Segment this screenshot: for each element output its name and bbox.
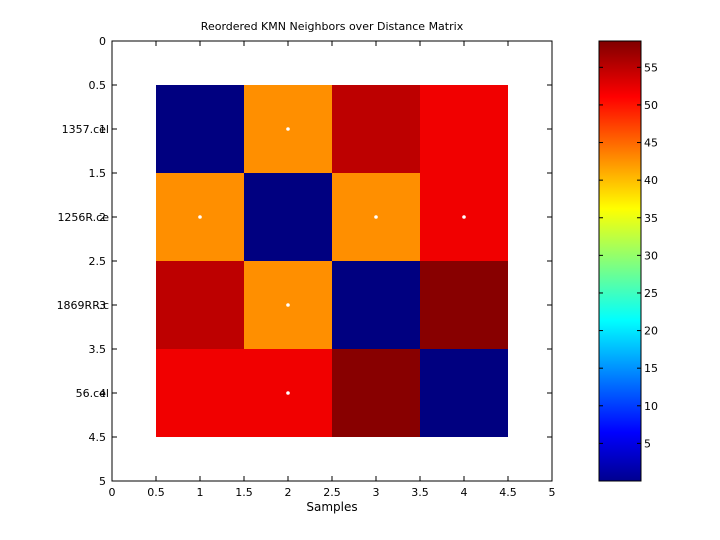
neighbor-marker <box>374 215 378 219</box>
row-label: 1256R.ce <box>57 211 109 224</box>
neighbor-marker <box>286 391 290 395</box>
heatmap-cell <box>332 85 420 173</box>
neighbor-marker <box>286 127 290 131</box>
y-tick-label: 5 <box>99 475 106 488</box>
colorbar-tick-label: 45 <box>644 137 658 150</box>
heatmap-cell <box>420 261 508 349</box>
heatmap-cells <box>156 85 508 437</box>
y-tick-label: 3.5 <box>89 343 107 356</box>
x-tick-label: 0.5 <box>147 486 165 499</box>
x-axis-label: Samples <box>306 500 357 514</box>
colorbar-tick-label: 40 <box>644 174 658 187</box>
y-tick-label: 0 <box>99 35 106 48</box>
colorbar-tick-label: 55 <box>644 61 658 74</box>
heatmap-cell <box>420 349 508 437</box>
colorbar-gradient <box>599 41 641 481</box>
heatmap-cell <box>156 261 244 349</box>
y-tick-label: 1 <box>99 123 106 136</box>
colorbar-tick-label: 25 <box>644 287 658 300</box>
x-tick-label: 3.5 <box>411 486 429 499</box>
x-tick-label: 5 <box>549 486 556 499</box>
y-tick-label: 4 <box>99 387 106 400</box>
colorbar: 5 10 15 20 25 30 35 40 45 50 55 <box>598 40 658 482</box>
x-tick-label: 0 <box>109 486 116 499</box>
row-label: 1357.cel <box>62 123 109 136</box>
colorbar-tick-label: 35 <box>644 212 658 225</box>
heatmap-cell <box>420 85 508 173</box>
y-tick-label: 1.5 <box>89 167 107 180</box>
colorbar-ticks: 5 10 15 20 25 30 35 40 45 50 55 <box>599 61 658 450</box>
heatmap-cell <box>244 173 332 261</box>
neighbor-marker <box>198 215 202 219</box>
heatmap-cell <box>332 349 420 437</box>
x-axis-ticks: 0 0.5 1 1.5 2 2.5 3 3.5 4 4.5 5 <box>109 41 556 499</box>
y-tick-label: 4.5 <box>89 431 107 444</box>
colorbar-tick-label: 10 <box>644 400 658 413</box>
row-labels: 1357.cel 1256R.ce 1869RR.c 56.cel <box>57 123 110 400</box>
x-tick-label: 2.5 <box>323 486 341 499</box>
heatmap-cell <box>332 261 420 349</box>
heatmap-cell <box>156 85 244 173</box>
row-label: 56.cel <box>76 387 109 400</box>
neighbor-marker <box>462 215 466 219</box>
x-tick-label: 4 <box>461 486 468 499</box>
neighbor-marker <box>286 303 290 307</box>
y-tick-label: 3 <box>99 299 106 312</box>
y-tick-label: 2.5 <box>89 255 107 268</box>
plot-area: 0 0.5 1 1.5 2 2.5 3 3.5 4 4.5 5 0 0.5 1 1.5 2 2.5 3 3.5 4 4… <box>57 35 556 499</box>
x-tick-label: 2 <box>285 486 292 499</box>
colorbar-tick-label: 15 <box>644 362 658 375</box>
x-tick-label: 3 <box>373 486 380 499</box>
chart-title: Reordered KMN Neighbors over Distance Ma… <box>201 20 464 33</box>
colorbar-tick-label: 5 <box>644 437 651 450</box>
colorbar-tick-label: 30 <box>644 249 658 262</box>
x-tick-label: 4.5 <box>499 486 517 499</box>
row-label: 1869RR.c <box>57 299 109 312</box>
y-tick-label: 0.5 <box>89 79 107 92</box>
neighbor-markers <box>198 127 466 395</box>
x-tick-label: 1 <box>197 486 204 499</box>
y-axis-ticks: 0 0.5 1 1.5 2 2.5 3 3.5 4 4.5 5 <box>89 35 552 488</box>
x-tick-label: 1.5 <box>235 486 253 499</box>
colorbar-tick-label: 20 <box>644 325 658 338</box>
y-tick-label: 2 <box>99 211 106 224</box>
colorbar-border <box>598 40 642 482</box>
heatmap-cell <box>156 349 244 437</box>
colorbar-tick-label: 50 <box>644 99 658 112</box>
